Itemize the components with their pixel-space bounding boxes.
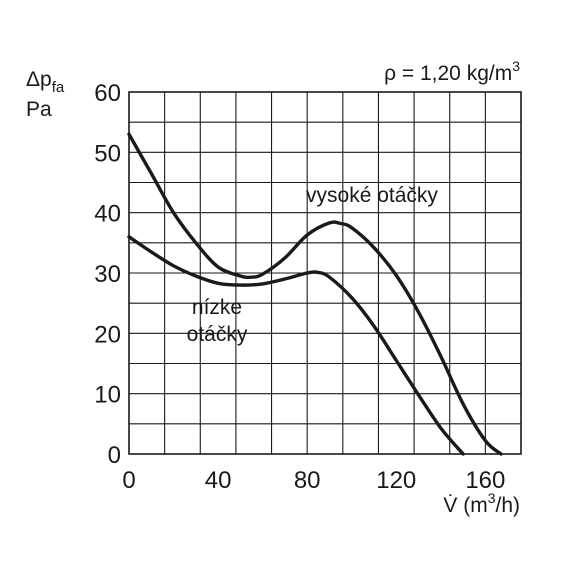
y-tick-label: 10 — [94, 382, 121, 409]
grid-lines — [129, 92, 521, 454]
series-label-low: otáčky — [187, 323, 248, 346]
y-tick-label: 60 — [94, 80, 121, 107]
y-tick-label: 20 — [94, 321, 121, 348]
plot-frame — [128, 91, 522, 455]
series-label-high: vysoké otáčky — [306, 184, 438, 207]
x-tick-label: 0 — [122, 467, 135, 494]
x-tick-label: 80 — [294, 467, 321, 494]
y-tick-label: 40 — [94, 201, 121, 228]
y-tick-labels: 0 10 20 30 40 50 60 — [94, 80, 121, 469]
x-tick-labels: 0 40 80 120 160 — [122, 467, 505, 494]
density-note: ρ = 1,20 kg/m3 — [384, 58, 520, 85]
y-axis-label: Δpfa — [26, 68, 65, 96]
y-tick-label: 0 — [108, 442, 121, 469]
series-curves — [127, 132, 503, 456]
x-tick-label: 160 — [465, 467, 505, 494]
series-label-low: nízke — [192, 296, 242, 319]
y-tick-label: 50 — [94, 140, 121, 167]
y-tick-label: 30 — [94, 261, 121, 288]
x-tick-label: 120 — [376, 467, 416, 494]
series-labels: vysoké otáčky nízke otáčky — [187, 184, 439, 346]
y-axis-unit: Pa — [26, 98, 52, 121]
x-axis-label: V̇ (m3/h) — [443, 490, 520, 517]
series-line-high — [127, 132, 503, 456]
x-tick-label: 40 — [205, 467, 232, 494]
series-line-low — [127, 235, 465, 456]
